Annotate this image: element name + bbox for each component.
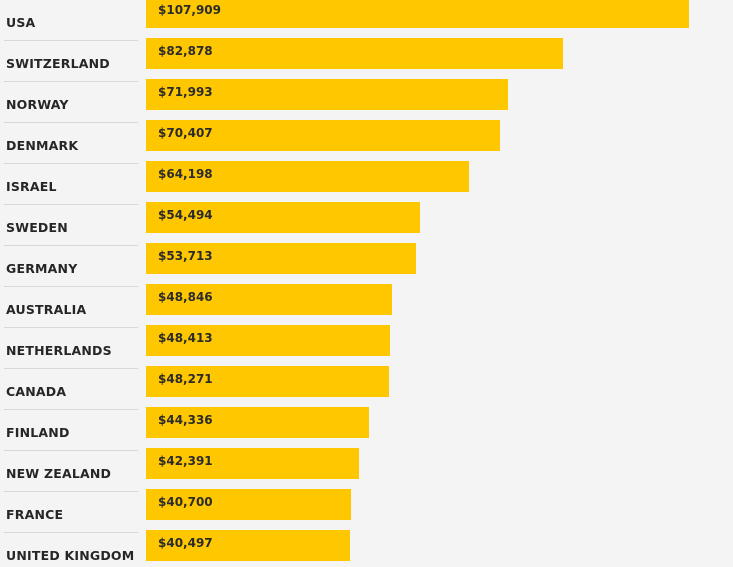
chart-bar (146, 202, 420, 233)
row-divider (4, 491, 138, 492)
category-label: CANADA (6, 384, 67, 399)
value-label: $54,494 (158, 208, 213, 222)
value-label: $82,878 (158, 44, 213, 58)
chart-row: CANADA $48,271 (0, 366, 733, 410)
row-divider (4, 163, 138, 164)
chart-bar (146, 0, 689, 28)
value-label: $48,413 (158, 331, 213, 345)
row-divider (4, 286, 138, 287)
value-label: $70,407 (158, 126, 213, 140)
category-label: SWEDEN (6, 220, 68, 235)
chart-row: DENMARK $70,407 (0, 120, 733, 164)
chart-row: NORWAY $71,993 (0, 79, 733, 123)
row-divider (4, 327, 138, 328)
category-label: FRANCE (6, 507, 64, 522)
row-divider (4, 409, 138, 410)
category-label: NETHERLANDS (6, 343, 112, 358)
chart-row: NEW ZEALAND $42,391 (0, 448, 733, 492)
row-divider (4, 450, 138, 451)
category-label: FINLAND (6, 425, 70, 440)
chart-bar (146, 407, 369, 438)
category-label: USA (6, 15, 36, 30)
chart-bar (146, 38, 563, 69)
row-divider (4, 532, 138, 533)
value-label: $71,993 (158, 85, 213, 99)
category-label: NORWAY (6, 97, 69, 112)
chart-row: SWEDEN $54,494 (0, 202, 733, 246)
chart-bar (146, 366, 389, 397)
chart-row: NETHERLANDS $48,413 (0, 325, 733, 369)
value-label: $53,713 (158, 249, 213, 263)
chart-row: AUSTRALIA $48,846 (0, 284, 733, 328)
row-divider (4, 122, 138, 123)
chart-row: GERMANY $53,713 (0, 243, 733, 287)
chart-bar (146, 530, 350, 561)
value-label: $42,391 (158, 454, 213, 468)
chart-row: UNITED KINGDOM $40,497 (0, 530, 733, 567)
value-label: $40,700 (158, 495, 213, 509)
value-label: $64,198 (158, 167, 213, 181)
chart-bar (146, 243, 416, 274)
chart-row: USA $107,909 (0, 0, 733, 41)
value-label: $44,336 (158, 413, 213, 427)
chart-bar (146, 161, 469, 192)
category-label: ISRAEL (6, 179, 57, 194)
row-divider (4, 40, 138, 41)
category-label: AUSTRALIA (6, 302, 87, 317)
value-label: $40,497 (158, 536, 213, 550)
chart-bar (146, 448, 359, 479)
chart-row: FINLAND $44,336 (0, 407, 733, 451)
chart-bar (146, 489, 351, 520)
chart-row: SWITZERLAND $82,878 (0, 38, 733, 82)
value-label: $48,271 (158, 372, 213, 386)
chart-row: ISRAEL $64,198 (0, 161, 733, 205)
value-label: $48,846 (158, 290, 213, 304)
row-divider (4, 81, 138, 82)
row-divider (4, 245, 138, 246)
chart-bar (146, 284, 392, 315)
chart-bar (146, 120, 500, 151)
row-divider (4, 204, 138, 205)
chart-row: FRANCE $40,700 (0, 489, 733, 533)
category-label: GERMANY (6, 261, 78, 276)
category-label: UNITED KINGDOM (6, 548, 135, 563)
chart-bar (146, 325, 390, 356)
category-label: NEW ZEALAND (6, 466, 112, 481)
value-label: $107,909 (158, 3, 222, 17)
category-label: SWITZERLAND (6, 56, 110, 71)
category-label: DENMARK (6, 138, 79, 153)
row-divider (4, 368, 138, 369)
chart-bar (146, 79, 508, 110)
